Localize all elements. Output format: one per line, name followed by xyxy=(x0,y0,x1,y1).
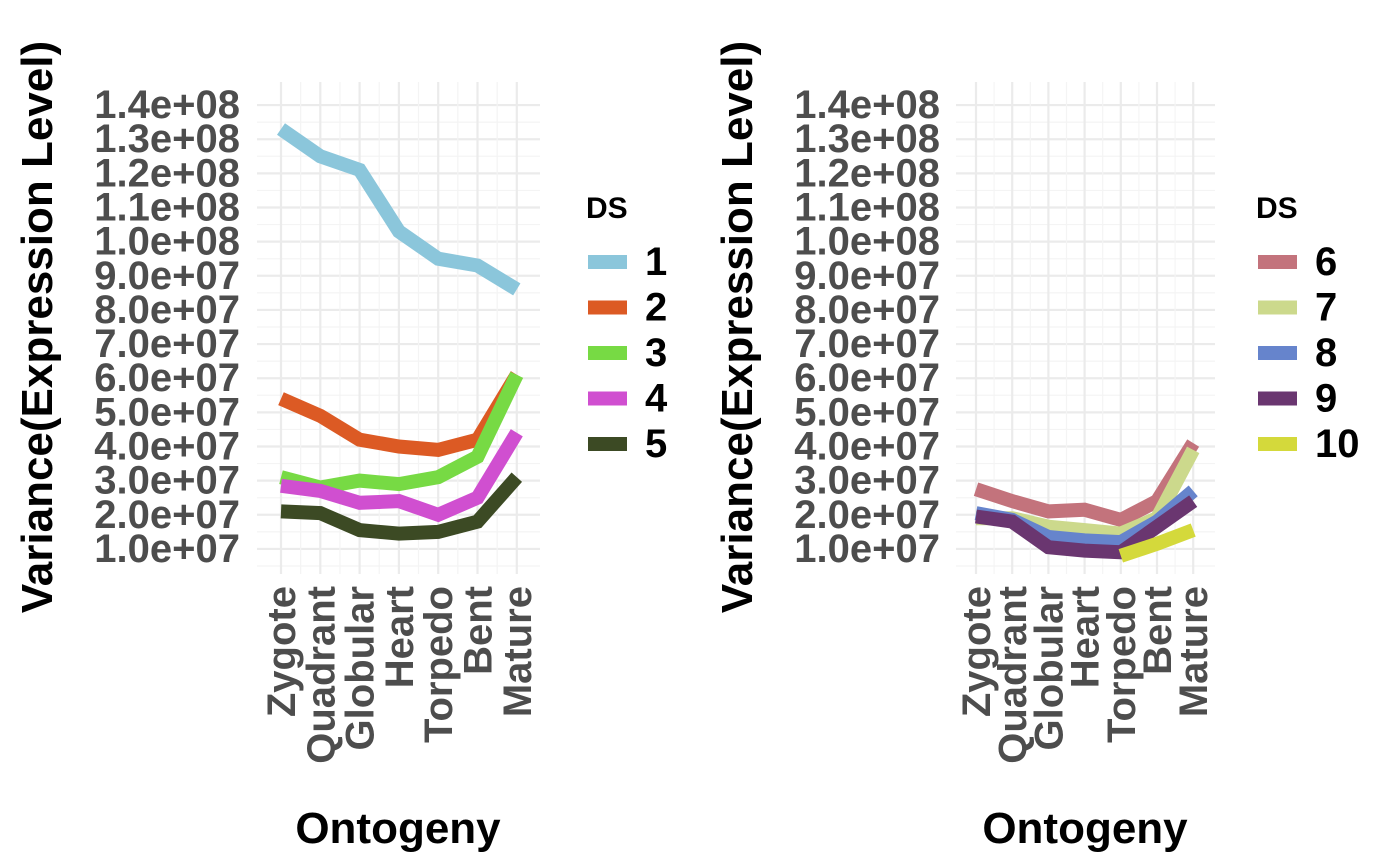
x-axis-ticks: ZygoteQuadrantGlobularHeartTorpedoBentMa… xyxy=(955,586,1216,764)
series-lines xyxy=(277,123,524,541)
y-axis-ticks: 1.0e+072.0e+073.0e+074.0e+075.0e+076.0e+… xyxy=(94,83,240,571)
x-tick-label: Zygote xyxy=(955,586,999,717)
legend-label-5: 5 xyxy=(645,422,667,466)
x-tick-label: Heart xyxy=(378,586,422,688)
y-tick-label: 6.0e+07 xyxy=(94,356,240,400)
x-tick-label: Torpedo xyxy=(1100,586,1144,743)
y-tick-label: 1.3e+08 xyxy=(794,117,940,161)
y-tick-label: 1.0e+08 xyxy=(794,220,940,264)
legend-label-9: 9 xyxy=(1315,377,1337,421)
series-line-2 xyxy=(278,371,523,457)
x-axis-title: Ontogeny xyxy=(295,804,501,853)
y-axis-title: Variance(Expression Level) xyxy=(13,41,62,613)
x-tick-label: Mature xyxy=(1172,586,1216,717)
legend-label-1: 1 xyxy=(645,240,667,284)
legend-label-10: 10 xyxy=(1315,422,1360,466)
x-tick-label: Bent xyxy=(1136,586,1180,675)
x-axis-ticks: ZygoteQuadrantGlobularHeartTorpedoBentMa… xyxy=(260,586,540,764)
x-tick-label: Bent xyxy=(457,586,501,675)
legend-label-4: 4 xyxy=(645,377,668,421)
legend-label-3: 3 xyxy=(645,331,667,375)
y-tick-label: 3.0e+07 xyxy=(94,459,240,503)
legend-title: DS xyxy=(1256,192,1298,225)
x-axis-title: Ontogeny xyxy=(982,804,1188,853)
series-line-10 xyxy=(1118,523,1196,563)
x-tick-label: Globular xyxy=(1027,586,1071,750)
legend-label-2: 2 xyxy=(645,286,667,330)
y-tick-label: 1.0e+07 xyxy=(794,527,940,571)
y-tick-label: 1.2e+08 xyxy=(94,151,240,195)
y-tick-label: 4.0e+07 xyxy=(94,425,240,469)
series-line-5 xyxy=(280,472,523,541)
legend-label-7: 7 xyxy=(1315,286,1337,330)
y-tick-label: 4.0e+07 xyxy=(794,425,940,469)
chart-panel-2: 1.0e+072.0e+073.0e+074.0e+075.0e+076.0e+… xyxy=(713,41,1360,853)
y-axis-title: Variance(Expression Level) xyxy=(713,41,762,613)
series-lines xyxy=(973,439,1200,563)
y-tick-label: 8.0e+07 xyxy=(794,288,940,332)
y-tick-label: 1.0e+08 xyxy=(94,220,240,264)
x-tick-label: Heart xyxy=(1064,586,1108,688)
y-axis-ticks: 1.0e+072.0e+073.0e+074.0e+075.0e+076.0e+… xyxy=(794,83,940,571)
legend-label-6: 6 xyxy=(1315,240,1337,284)
y-tick-label: 1.3e+08 xyxy=(94,117,240,161)
x-tick-label: Torpedo xyxy=(417,586,461,743)
series-line-4 xyxy=(280,429,523,523)
y-tick-label: 2.0e+07 xyxy=(794,493,940,537)
y-tick-label: 3.0e+07 xyxy=(794,459,940,503)
y-tick-label: 1.1e+08 xyxy=(794,186,940,230)
x-tick-label: Globular xyxy=(339,586,383,750)
x-tick-label: Zygote xyxy=(260,586,304,717)
series-line-1 xyxy=(277,123,521,296)
y-tick-label: 1.4e+08 xyxy=(794,83,940,127)
y-tick-label: 7.0e+07 xyxy=(94,322,240,366)
y-tick-label: 9.0e+07 xyxy=(94,254,240,298)
y-tick-label: 8.0e+07 xyxy=(94,288,240,332)
y-tick-label: 1.2e+08 xyxy=(794,151,940,195)
y-tick-label: 9.0e+07 xyxy=(794,254,940,298)
x-tick-label: Mature xyxy=(496,586,540,717)
y-tick-label: 6.0e+07 xyxy=(794,356,940,400)
chart-panel-1: 1.0e+072.0e+073.0e+074.0e+075.0e+076.0e+… xyxy=(13,41,668,853)
y-tick-label: 5.0e+07 xyxy=(794,390,940,434)
series-line-6 xyxy=(973,439,1200,528)
y-tick-label: 7.0e+07 xyxy=(794,322,940,366)
legend-title: DS xyxy=(586,192,628,225)
y-tick-label: 1.0e+07 xyxy=(94,527,240,571)
y-tick-label: 1.4e+08 xyxy=(94,83,240,127)
y-tick-label: 1.1e+08 xyxy=(94,186,240,230)
x-tick-label: Quadrant xyxy=(299,586,343,764)
y-tick-label: 5.0e+07 xyxy=(94,390,240,434)
legend-label-8: 8 xyxy=(1315,331,1337,375)
y-tick-label: 2.0e+07 xyxy=(94,493,240,537)
series-line-9 xyxy=(975,495,1198,560)
x-tick-label: Quadrant xyxy=(991,586,1035,764)
